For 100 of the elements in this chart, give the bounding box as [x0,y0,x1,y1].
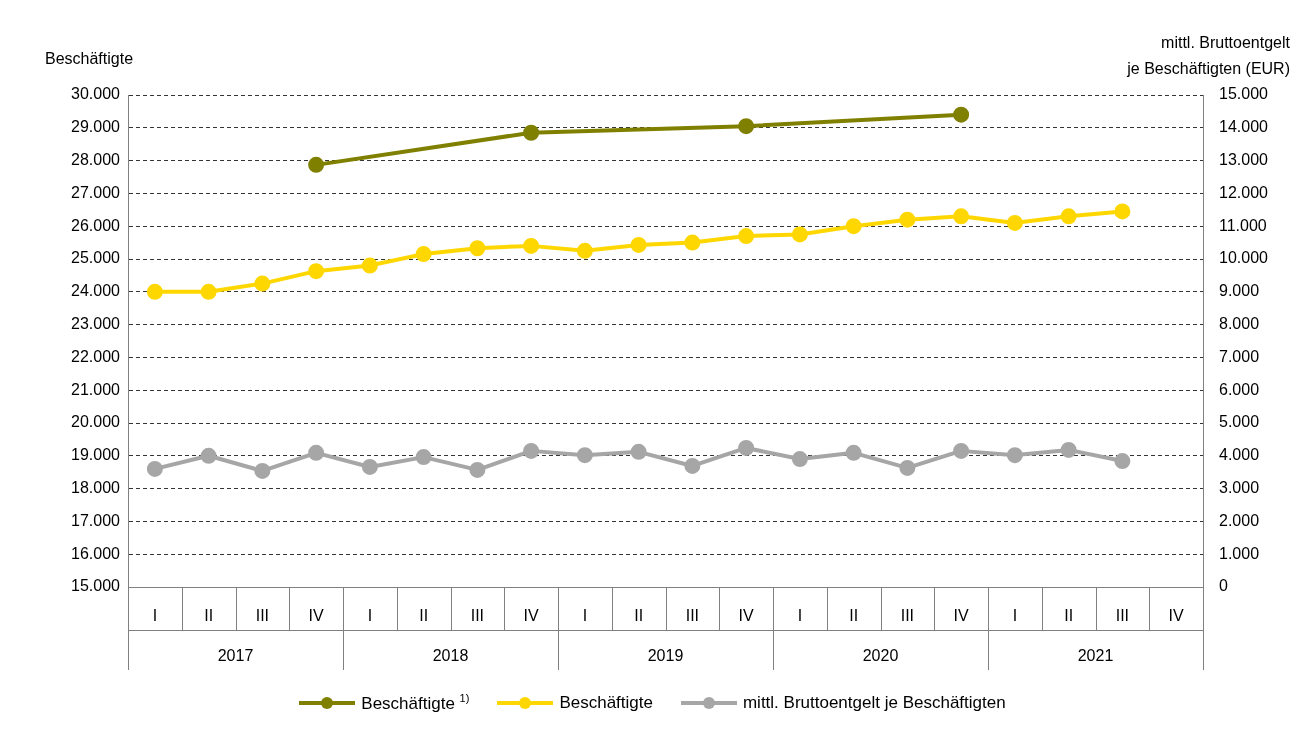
point [845,218,862,235]
y-tick-label: 29.000 [71,118,121,136]
y2-tick-label: 9.000 [1219,282,1260,300]
point [415,449,432,466]
y2-tick-label: 2.000 [1219,511,1260,529]
x-tick-label: I [152,607,158,625]
y-axis-title: Beschäftigte [45,50,134,67]
x-tick-label: IV [523,607,540,625]
legend-label: mittl. Bruttoentgelt je Beschäftigten [742,692,1006,713]
y-tick-label: 16.000 [71,544,121,562]
point [899,459,916,476]
y-tick-label: 27.000 [71,183,121,201]
y2-tick-label: 8.000 [1219,315,1260,333]
point [523,124,540,141]
x-tick-label: III [470,607,485,625]
x-tick-label: I [797,607,803,625]
legend-label: Beschäftigte $^{1)}$ [361,692,470,714]
x-tick-label: II [849,607,859,625]
point [200,447,217,464]
point [738,228,755,245]
x-tick-label: I [367,607,373,625]
point [1006,214,1023,231]
y2-tick-label: 13.000 [1219,151,1269,169]
point [469,461,486,478]
x-tick-label: IV [953,607,970,625]
x-tick-label: I [582,607,588,625]
text: 2020 [862,647,899,665]
point [684,457,701,474]
text: 2017 [217,647,254,665]
y-tick-label: 19.000 [71,446,121,464]
point [1006,447,1023,464]
point [200,283,217,300]
y-tick-label: 26.000 [71,216,121,234]
y2-tick-label: 14.000 [1219,118,1269,136]
point [1114,203,1131,220]
x-tick-label: I [1012,607,1018,625]
point [146,283,163,300]
y2-tick-label: 3.000 [1219,479,1260,497]
point [523,442,540,459]
point [1060,441,1077,458]
point [684,234,701,251]
point [791,226,808,243]
point [791,451,808,468]
point [845,444,862,461]
y-tick-label: 17.000 [71,511,121,529]
y2-tick-label: 7.000 [1219,347,1260,365]
x-tick-label: II [419,607,429,625]
y-tick-label: 25.000 [71,249,121,267]
x-tick-label: III [685,607,700,625]
point [361,458,378,475]
point [630,236,647,253]
point [738,439,755,456]
y2-tick-label: 1.000 [1219,544,1260,562]
x-tick-label: IV [308,607,325,625]
y-tick-label: 22.000 [71,347,121,365]
point [146,460,163,477]
point [469,240,486,257]
point [738,118,755,135]
y2-tick-label: 0 [1219,577,1228,595]
point [361,257,378,274]
point [523,237,540,254]
legend-label: Beschäftigte [559,692,653,713]
point [953,208,970,225]
point [415,246,432,263]
point [953,106,970,123]
y2-tick-label: 6.000 [1219,380,1260,398]
y-tick-label: 23.000 [71,315,121,333]
x-tick-label: II [204,607,214,625]
point [308,263,325,280]
y2-tick-label: 11.000 [1219,216,1267,234]
text: 2021 [1077,647,1114,665]
text: 2018 [432,647,469,665]
y2-axis-title: mittl. Bruttoentgelt je Beschäftigten (EUR) [1126,34,1291,77]
point [630,443,647,460]
y-tick-label: 15.000 [71,577,121,595]
y2-tick-label: 12.000 [1219,183,1269,201]
x-tick-label: III [1115,607,1130,625]
point [1114,453,1131,470]
y-tick-label: 18.000 [71,479,121,497]
point [899,211,916,228]
x-tick-label: II [634,607,644,625]
point [308,156,325,173]
x-tick-label: IV [1168,607,1185,625]
x-tick-label: IV [738,607,755,625]
y2-tick-label: 10.000 [1219,249,1269,267]
y-tick-label: 28.000 [71,151,121,169]
y2-tick-label: 15.000 [1219,85,1269,103]
point [308,444,325,461]
point [953,442,970,459]
point [1060,208,1077,225]
point [576,447,593,464]
y-tick-label: 30.000 [71,85,121,103]
y-tick-label: 24.000 [71,282,121,300]
point [576,242,593,259]
x-tick-label: III [900,607,915,625]
y2-tick-label: 4.000 [1219,446,1260,464]
x-tick-label: III [255,607,270,625]
point [254,275,271,292]
x-tick-label: II [1064,607,1074,625]
y2-tick-label: 5.000 [1219,413,1260,431]
